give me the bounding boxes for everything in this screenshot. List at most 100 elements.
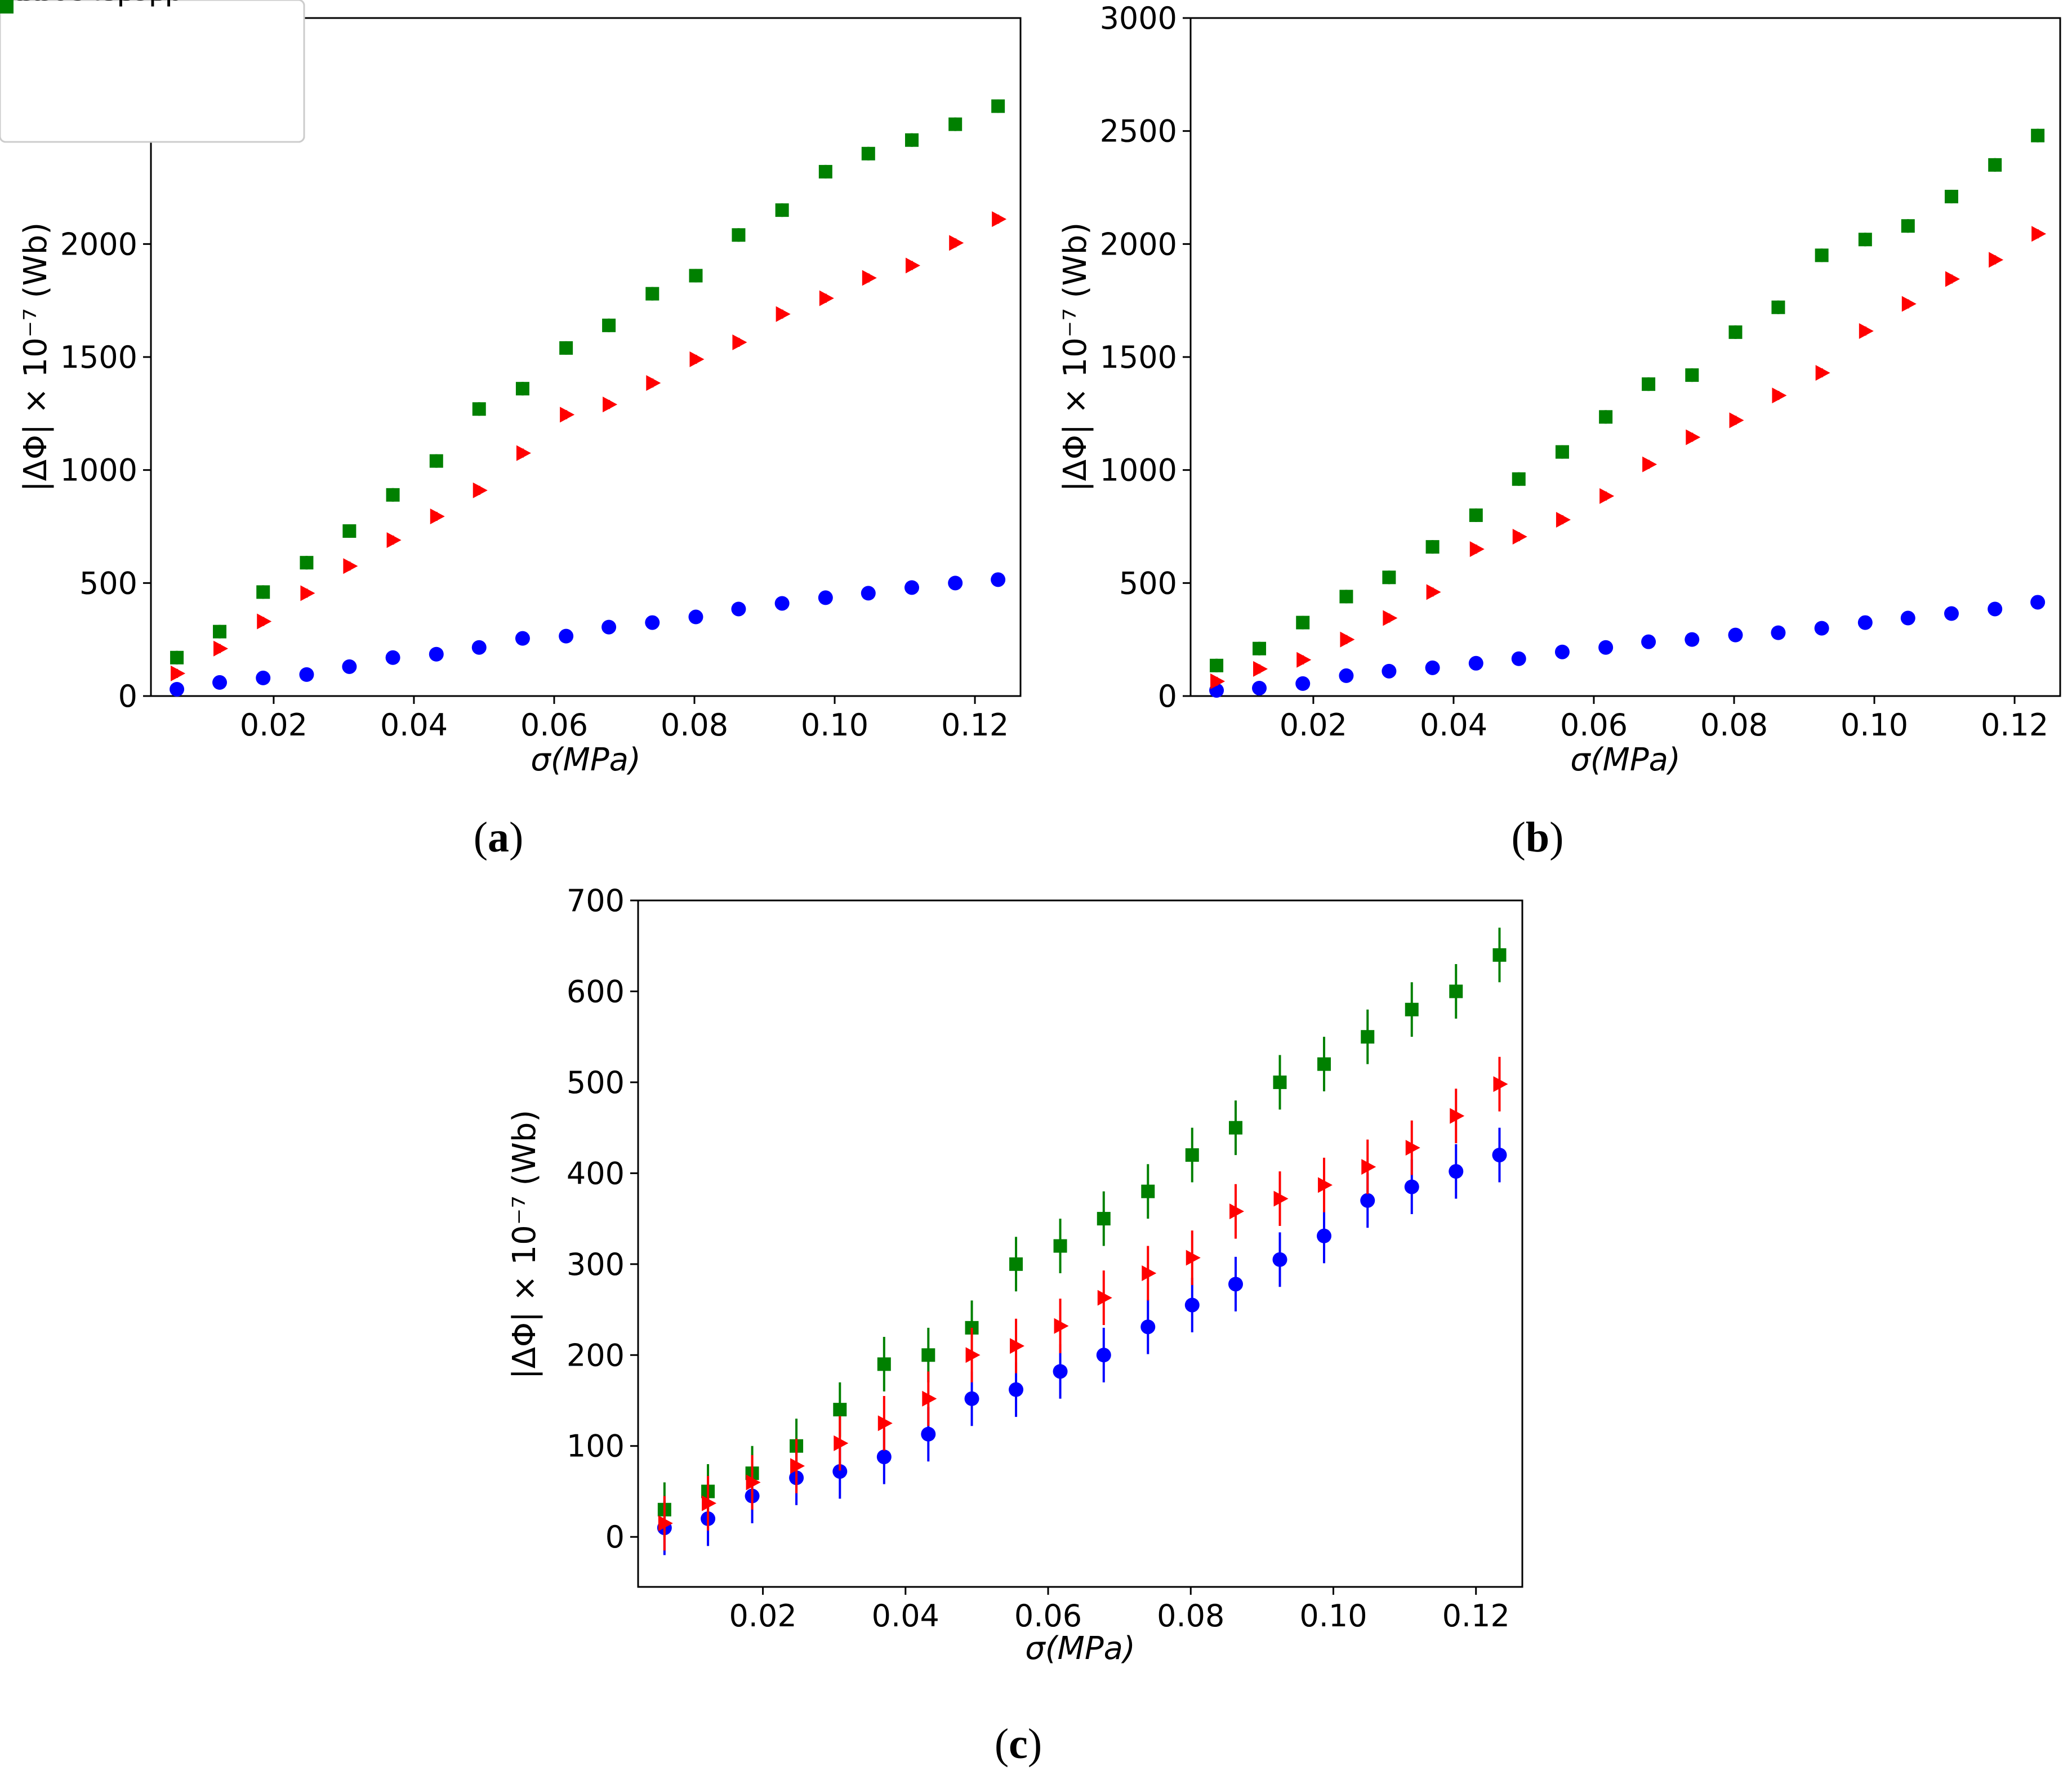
data-point xyxy=(1272,1252,1287,1267)
data-point xyxy=(1405,1140,1420,1156)
data-point xyxy=(688,609,703,625)
data-point xyxy=(559,628,574,644)
data-point xyxy=(877,1415,893,1431)
data-point xyxy=(818,164,832,179)
data-point xyxy=(1772,387,1787,404)
data-point xyxy=(430,508,445,524)
data-point xyxy=(1771,625,1786,640)
data-point xyxy=(256,585,270,599)
data-point xyxy=(861,146,875,160)
data-point xyxy=(429,454,443,468)
x-tick-label: 0.10 xyxy=(1841,707,1908,743)
legend-frame xyxy=(0,0,305,143)
data-point xyxy=(1492,948,1507,962)
data-point xyxy=(386,532,402,548)
data-point xyxy=(992,211,1007,228)
data-point xyxy=(560,407,575,423)
data-point xyxy=(1141,1184,1155,1198)
data-point xyxy=(776,306,791,322)
data-point xyxy=(948,576,963,591)
data-point xyxy=(1450,1108,1465,1124)
data-point xyxy=(1492,1148,1507,1163)
data-point xyxy=(732,334,747,350)
data-point xyxy=(1009,1257,1023,1271)
y-axis-label-c: |ΔΦ| × 10⁻⁷ (Wb) xyxy=(506,1110,543,1379)
legend-marker xyxy=(0,0,14,14)
data-point xyxy=(818,590,833,605)
data-point xyxy=(949,235,964,251)
data-point xyxy=(1857,615,1873,630)
data-point xyxy=(1944,606,1959,621)
data-point xyxy=(1685,632,1700,647)
data-point xyxy=(515,631,530,646)
x-tick-label: 0.10 xyxy=(1299,1598,1367,1634)
data-point xyxy=(731,601,746,617)
data-point xyxy=(516,445,531,461)
x-tick-label: 0.02 xyxy=(729,1598,796,1634)
y-tick-label: 0 xyxy=(605,1519,625,1555)
y-tick-label: 400 xyxy=(567,1156,625,1191)
data-point xyxy=(1229,1203,1245,1220)
caption-a: (a) xyxy=(474,814,524,861)
series-second-step xyxy=(170,572,1006,697)
ticks-c: 0.02 0.04 0.06 0.08 0.10 0.12 0 100 200 300 400 500… xyxy=(567,883,1510,1634)
data-point xyxy=(1642,377,1656,391)
data-point xyxy=(991,572,1006,587)
data-point xyxy=(1296,616,1310,630)
data-point xyxy=(1493,1076,1508,1092)
legend-c: second stepfourth stepfifth step xyxy=(0,0,305,143)
data-point xyxy=(921,1426,936,1442)
data-point xyxy=(1469,508,1483,522)
legend-label: second step xyxy=(0,0,184,7)
data-point xyxy=(1449,1164,1464,1179)
legend-label: fourth step xyxy=(0,0,168,7)
x-tick-label: 0.02 xyxy=(1280,707,1347,743)
data-point xyxy=(1253,661,1268,677)
data-point xyxy=(689,269,703,283)
data-point xyxy=(343,558,358,574)
data-point xyxy=(1512,529,1527,545)
series-fourth-step xyxy=(657,927,1507,1537)
y-tick-label: 1000 xyxy=(60,453,137,488)
marks-b xyxy=(1209,128,2047,698)
x-tick-label: 0.06 xyxy=(1560,707,1628,743)
data-point xyxy=(1228,1277,1244,1292)
data-point xyxy=(213,640,229,657)
data-point xyxy=(921,1348,935,1362)
data-point xyxy=(473,482,488,498)
data-point xyxy=(702,1495,717,1511)
data-point xyxy=(819,290,834,306)
data-point xyxy=(1382,570,1396,585)
data-point xyxy=(1140,1319,1156,1335)
data-point xyxy=(1641,634,1656,649)
data-point xyxy=(170,681,185,697)
data-point xyxy=(300,585,315,601)
data-point xyxy=(1728,325,1743,339)
data-point xyxy=(1142,1265,1157,1281)
data-point xyxy=(1988,601,2003,617)
data-point xyxy=(1468,655,1483,671)
y-tick-label: 200 xyxy=(567,1337,625,1373)
data-point xyxy=(212,675,228,690)
series-second-step xyxy=(1209,595,2046,698)
data-point xyxy=(1010,1338,1025,1354)
data-point xyxy=(790,1458,805,1474)
data-point xyxy=(1339,590,1353,604)
data-point xyxy=(732,228,746,242)
data-point xyxy=(834,1435,849,1451)
data-point xyxy=(213,625,227,639)
data-point xyxy=(1097,1212,1111,1226)
caption-c: (c) xyxy=(995,1720,1042,1768)
x-tick-label: 0.12 xyxy=(1981,707,2048,743)
data-point xyxy=(1210,673,1226,689)
y-tick-label: 1000 xyxy=(1100,453,1177,488)
data-point xyxy=(1554,644,1570,659)
x-axis-label-a: σ(MPa) xyxy=(531,742,641,778)
data-point xyxy=(905,133,919,147)
data-point xyxy=(1383,610,1398,626)
data-point xyxy=(1771,300,1785,314)
data-point xyxy=(965,1347,981,1363)
data-point xyxy=(1989,252,2004,268)
x-tick-label: 0.06 xyxy=(1014,1598,1082,1634)
data-point xyxy=(1426,584,1441,600)
